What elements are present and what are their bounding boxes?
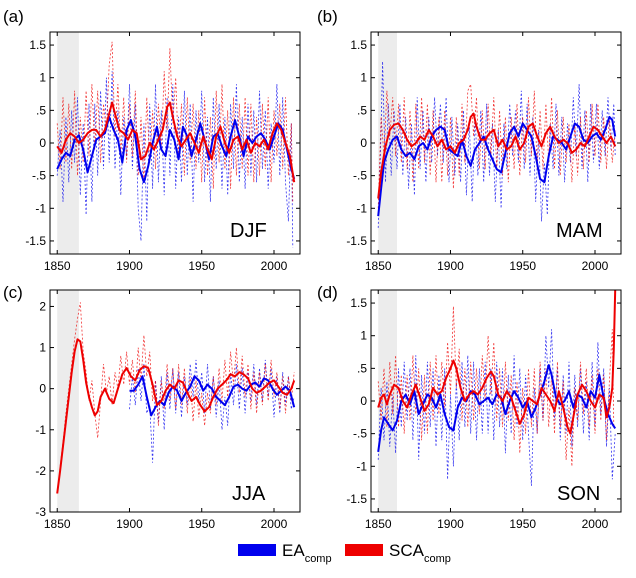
y-tick-label: -1 xyxy=(35,201,46,215)
x-tick-label: 1850 xyxy=(365,517,392,531)
chart-panel-d: -1.5 -1 -.5 0 .5 1 1.5 1850 1900 1950 2000 (d) SON xyxy=(317,283,622,531)
plot-frame xyxy=(49,289,301,513)
x-tick-label: 1900 xyxy=(437,517,464,531)
x-tick-label: 1900 xyxy=(437,259,464,273)
y-tick-label: -1.5 xyxy=(346,234,367,248)
x-tick-label: 1950 xyxy=(509,259,536,273)
series-sca-raw-line xyxy=(377,84,616,209)
shaded-period xyxy=(57,32,79,254)
y-tick-label: -1 xyxy=(356,201,367,215)
legend-sca-swatch xyxy=(345,544,383,556)
panel-label: (c) xyxy=(3,283,23,302)
series-sca-smooth-line xyxy=(377,290,617,435)
y-tick-label: 1.5 xyxy=(350,296,367,310)
y-tick-label: .5 xyxy=(357,361,367,375)
series-sca-smooth-line xyxy=(56,101,296,183)
panel-label: (d) xyxy=(317,283,338,302)
x-tick-label: 1950 xyxy=(188,259,215,273)
legend: EAcomp SCAcomp xyxy=(238,541,451,565)
series-sca-raw-line xyxy=(56,41,294,202)
series-sca-smooth-line xyxy=(377,112,617,199)
y-tick-label: .5 xyxy=(357,103,367,117)
y-tick-label: -1 xyxy=(35,423,46,437)
legend-sca-label: SCAcomp xyxy=(389,541,451,565)
series-ea-smooth-line xyxy=(377,115,617,217)
y-tick-label: 0 xyxy=(39,136,46,150)
y-tick-label: 0 xyxy=(360,394,367,408)
y-tick-label: .5 xyxy=(36,103,46,117)
plot-area xyxy=(377,61,617,228)
panel-label: (b) xyxy=(317,7,338,26)
y-tick-label: 1 xyxy=(39,341,46,355)
chart-panel-b: -1.5 -1 -.5 0 .5 1 1.5 1850 1900 1950 2000 (b) MAM xyxy=(317,7,622,273)
season-label: JJA xyxy=(232,483,266,505)
x-tick-label: 2000 xyxy=(582,517,609,531)
season-label: MAM xyxy=(556,220,603,242)
x-tick-label: 1850 xyxy=(44,517,71,531)
plot-area xyxy=(377,290,617,486)
x-tick-label: 2000 xyxy=(261,517,288,531)
season-label: SON xyxy=(557,483,600,505)
chart-panel-c: -3 -2 -1 0 1 2 1850 1900 1950 2000 (c) JJA xyxy=(3,283,301,531)
y-tick-label: -1.5 xyxy=(25,234,46,248)
y-tick-label: 2 xyxy=(39,299,46,313)
series-sca-smooth-line xyxy=(56,338,296,494)
series-ea-raw-line xyxy=(377,329,616,486)
y-tick-label: -.5 xyxy=(32,169,46,183)
y-tick-label: -2 xyxy=(35,464,46,478)
y-tick-label: -3 xyxy=(35,505,46,519)
plot-area xyxy=(56,302,296,494)
x-tick-label: 1850 xyxy=(44,259,71,273)
season-label: DJF xyxy=(230,220,267,242)
legend-ea-swatch xyxy=(238,544,276,556)
y-tick-label: 1.5 xyxy=(350,38,367,52)
x-tick-label: 1950 xyxy=(188,517,215,531)
panel-label: (a) xyxy=(3,7,24,26)
y-tick-label: -.5 xyxy=(353,427,367,441)
series-ea-smooth-line xyxy=(56,115,296,184)
x-tick-label: 2000 xyxy=(261,259,288,273)
series-sca-raw-line xyxy=(56,302,295,494)
y-tick-label: 0 xyxy=(39,382,46,396)
y-tick-label: 1 xyxy=(360,329,367,343)
y-tick-label: 1.5 xyxy=(29,38,46,52)
x-tick-label: 1900 xyxy=(116,259,143,273)
y-tick-label: 1 xyxy=(39,71,46,85)
legend-ea-label: EAcomp xyxy=(282,541,332,565)
y-tick-label: -1.5 xyxy=(346,492,367,506)
plot-area xyxy=(56,41,296,248)
x-tick-label: 2000 xyxy=(582,259,609,273)
series-ea-raw-line xyxy=(56,71,294,248)
y-tick-label: -1 xyxy=(356,459,367,473)
y-tick-label: 0 xyxy=(360,136,367,150)
x-tick-label: 1850 xyxy=(365,259,392,273)
x-tick-label: 1950 xyxy=(509,517,536,531)
y-tick-label: -.5 xyxy=(353,169,367,183)
x-tick-label: 1900 xyxy=(116,517,143,531)
y-tick-label: 1 xyxy=(360,71,367,85)
chart-panel-a: -1.5 -1 -.5 0 .5 1 1.5 1850 1900 1950 2000 (a) DJF xyxy=(3,7,301,273)
